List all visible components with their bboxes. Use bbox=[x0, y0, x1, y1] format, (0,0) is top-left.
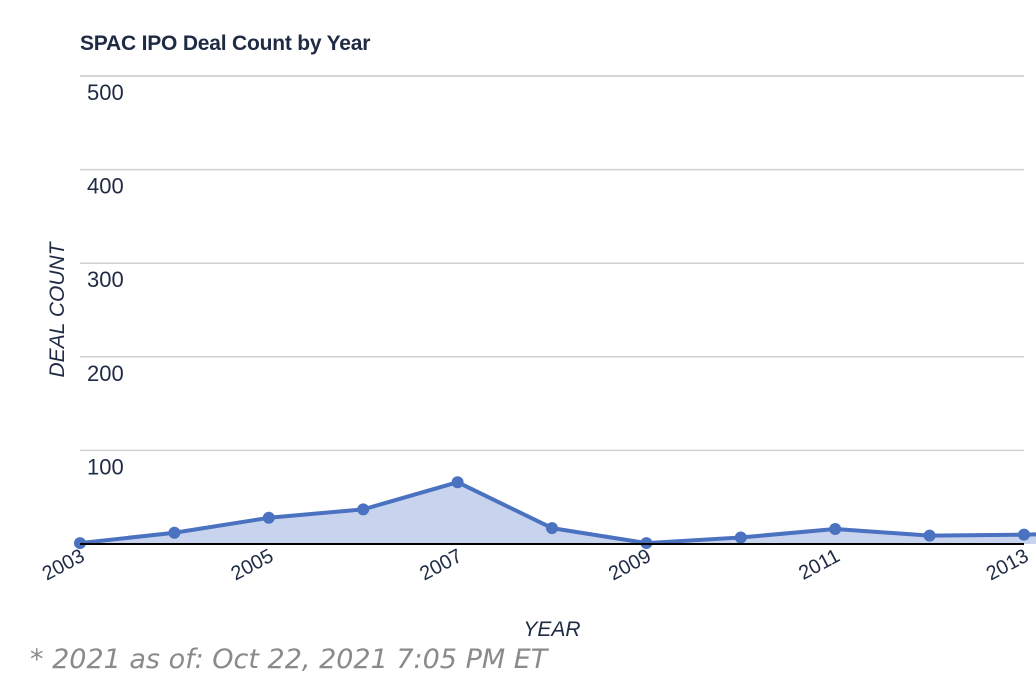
gridlines bbox=[80, 75, 1024, 452]
series-line-layer bbox=[79, 480, 1036, 546]
y-tick-label: 500 bbox=[87, 80, 124, 105]
area-fill bbox=[80, 482, 1036, 544]
y-axis-label: DEAL COUNT bbox=[46, 240, 69, 377]
x-tick-label: 2011 bbox=[795, 545, 843, 585]
series-line bbox=[79, 480, 1036, 546]
x-tick-label: 2013 bbox=[983, 545, 1033, 585]
data-point-2006 bbox=[357, 503, 370, 516]
data-point-2012 bbox=[923, 529, 936, 542]
data-points bbox=[74, 476, 1030, 550]
chart-title: SPAC IPO Deal Count by Year bbox=[80, 32, 371, 55]
area-fill-layer bbox=[80, 482, 1036, 544]
data-point-2013 bbox=[1018, 528, 1030, 541]
data-point-2011 bbox=[829, 523, 842, 536]
y-tick-label: 300 bbox=[87, 267, 124, 292]
data-point-2005 bbox=[262, 511, 275, 524]
x-tick-label: 2007 bbox=[416, 545, 466, 585]
y-tick-label: 400 bbox=[87, 174, 124, 199]
x-axis-label: YEAR bbox=[523, 618, 580, 641]
footnote: * 2021 as of: Oct 22, 2021 7:05 PM ET bbox=[30, 644, 548, 675]
data-point-2004 bbox=[168, 526, 181, 539]
x-tick-label: 2003 bbox=[39, 545, 89, 585]
data-point-2010 bbox=[734, 531, 747, 544]
x-tick-label: 2005 bbox=[228, 545, 278, 585]
data-point-2008 bbox=[546, 522, 558, 535]
x-tick-labels: 2003200520072009201120132015201720192021… bbox=[39, 545, 1033, 585]
y-tick-label: 100 bbox=[87, 454, 124, 479]
y-tick-label: 200 bbox=[87, 361, 124, 386]
y-tick-labels: 100 200 300 400 500 bbox=[87, 80, 124, 479]
data-point-2007 bbox=[451, 476, 464, 489]
x-tick-label: 2009 bbox=[605, 545, 655, 585]
